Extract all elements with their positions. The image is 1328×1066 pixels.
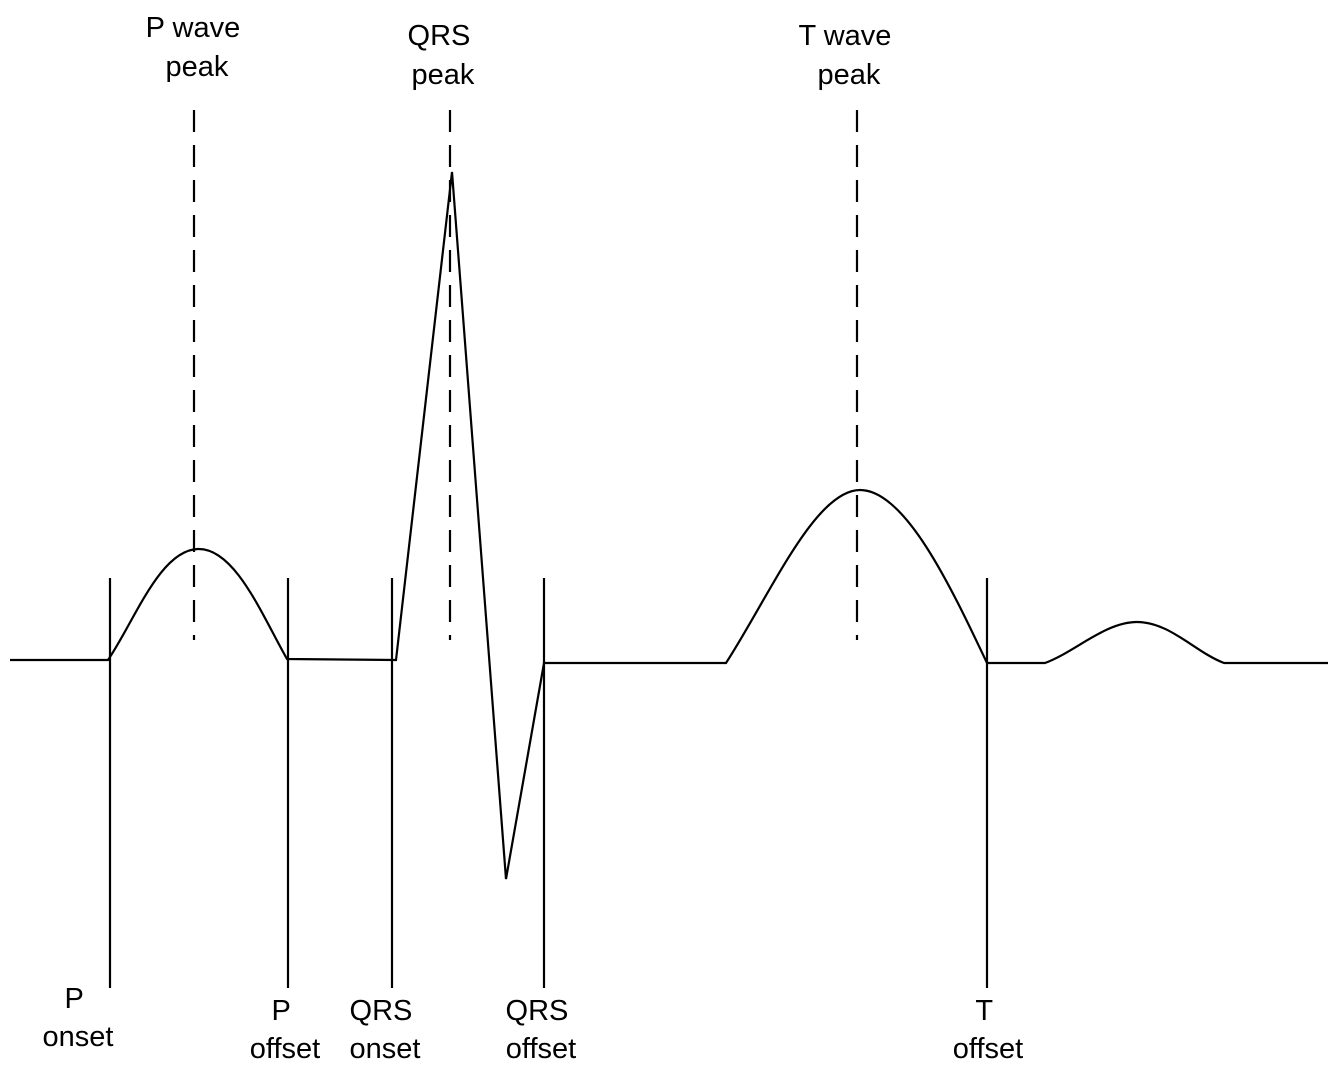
t-wave-peak-label-line1: T wave (798, 20, 891, 52)
t-wave-peak-label-line2: peak (818, 59, 881, 91)
p-onset-label-line2: onset (43, 1021, 114, 1053)
qrs-offset-label-line2: offset (506, 1033, 576, 1065)
ecg-trace (10, 171, 1328, 880)
qrs-onset-label-line1: QRS (350, 995, 413, 1027)
qrs-offset-label: QRS offset (506, 995, 577, 1065)
t-offset-label: T offset (953, 995, 1023, 1065)
p-wave-peak-label: P wave peak (146, 12, 249, 83)
qrs-offset-label-line1: QRS (506, 995, 569, 1027)
p-wave-peak-label-line2: peak (166, 51, 229, 83)
t-offset-label-line1: T (975, 995, 993, 1027)
p-offset-label-line1: P (272, 995, 291, 1027)
p-onset-label: P onset (43, 983, 114, 1053)
qrs-peak-label-line2: peak (412, 59, 475, 91)
qrs-onset-label: QRS onset (350, 995, 421, 1065)
t-wave-peak-label: T wave peak (798, 20, 899, 91)
t-offset-label-line2: offset (953, 1033, 1023, 1065)
p-onset-label-line1: P (65, 983, 84, 1015)
p-wave-peak-label-line1: P wave (146, 12, 241, 44)
qrs-onset-label-line2: onset (350, 1033, 421, 1065)
p-offset-label: P offset (250, 995, 320, 1065)
p-offset-label-line2: offset (250, 1033, 320, 1065)
qrs-peak-label-line1: QRS (408, 20, 471, 52)
qrs-peak-label: QRS peak (408, 20, 479, 91)
